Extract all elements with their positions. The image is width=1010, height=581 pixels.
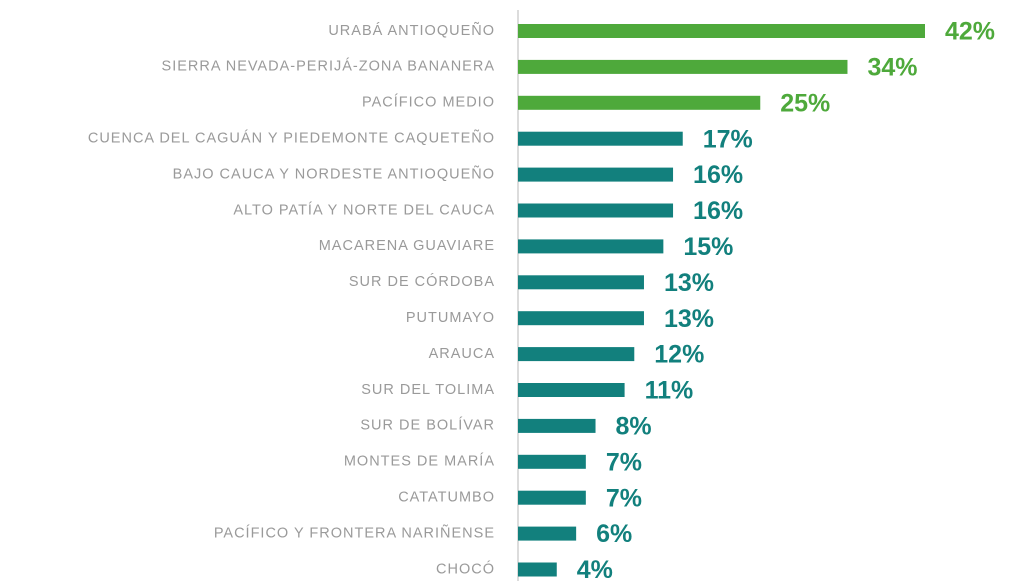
category-label: URABÁ ANTIOQUEÑO (328, 22, 495, 39)
bar (518, 59, 848, 74)
bar (518, 418, 596, 433)
category-label: CHOCÓ (436, 560, 495, 577)
bar (518, 311, 644, 326)
bar (518, 454, 586, 469)
value-label: 16% (693, 161, 743, 189)
value-label: 7% (606, 448, 642, 476)
bar (518, 167, 674, 182)
value-label: 34% (867, 54, 917, 82)
category-label: PACÍFICO Y FRONTERA NARIÑENSE (214, 524, 495, 541)
category-label: MONTES DE MARÍA (344, 453, 495, 470)
category-label: SIERRA NEVADA-PERIJÁ-ZONA BANANERA (162, 58, 495, 75)
category-label: SUR DE CÓRDOBA (349, 273, 495, 290)
bar (518, 526, 577, 541)
category-label: MACARENA GUAVIARE (319, 238, 495, 254)
value-label: 11% (645, 377, 694, 405)
value-label: 6% (596, 520, 632, 548)
bar (518, 24, 925, 38)
category-label: SUR DE BOLÍVAR (360, 417, 495, 434)
value-label: 25% (780, 89, 830, 117)
bar (518, 95, 761, 110)
value-label: 16% (693, 197, 743, 225)
category-label: PACÍFICO MEDIO (362, 94, 495, 111)
category-label: BAJO CAUCA Y NORDESTE ANTIOQUEÑO (173, 165, 495, 182)
bar (518, 490, 586, 505)
category-label: SUR DEL TOLIMA (361, 382, 495, 398)
category-label: ARAUCA (429, 346, 495, 362)
bar (518, 131, 683, 146)
bar (518, 203, 674, 218)
value-label: 17% (703, 125, 753, 153)
value-label: 13% (664, 269, 714, 297)
value-label: 15% (683, 233, 733, 261)
bar (518, 239, 664, 254)
bar (518, 347, 635, 362)
value-label: 12% (654, 341, 704, 369)
category-label: ALTO PATÍA Y NORTE DEL CAUCA (233, 201, 495, 218)
value-label: 4% (577, 556, 613, 581)
category-label: PUTUMAYO (406, 310, 495, 326)
category-label: CUENCA DEL CAGUÁN Y PIEDEMONTE CAQUETEÑO (88, 130, 495, 147)
value-label: 8% (616, 413, 652, 441)
bar (518, 562, 557, 577)
bar (518, 275, 644, 290)
category-label: CATATUMBO (398, 490, 495, 506)
value-label: 7% (606, 484, 642, 512)
value-label: 42% (945, 18, 995, 46)
bar (518, 383, 625, 397)
value-label: 13% (664, 305, 714, 333)
